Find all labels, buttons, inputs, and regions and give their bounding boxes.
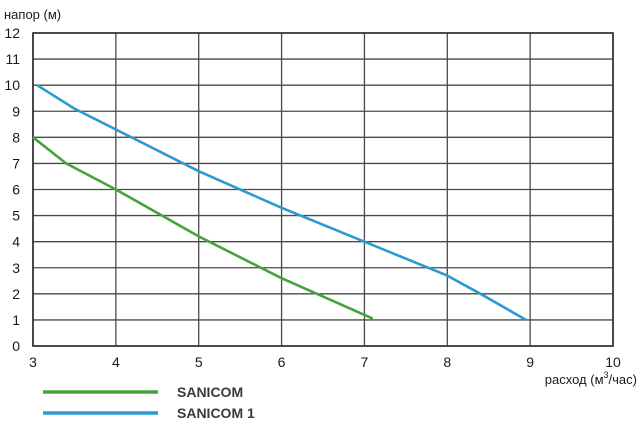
y-tick-label: 10 <box>4 77 20 93</box>
legend-label-sanicom: SANICOM <box>177 384 243 400</box>
series-line-sanicom <box>32 136 374 320</box>
x-tick-label: 4 <box>112 354 120 370</box>
series-lines <box>32 84 527 322</box>
y-tick-label: 1 <box>12 312 20 328</box>
x-axis-title-end: /час) <box>609 372 637 387</box>
y-tick-label: 3 <box>12 260 20 276</box>
y-tick-label: 6 <box>12 182 20 198</box>
series-line-sanicom-1 <box>36 84 527 322</box>
x-tick-label: 3 <box>29 354 37 370</box>
x-tick-label: 8 <box>443 354 451 370</box>
x-tick-label: 5 <box>195 354 203 370</box>
y-tick-label: 4 <box>12 234 20 250</box>
y-tick-label: 11 <box>5 51 20 67</box>
x-tick-label: 7 <box>361 354 369 370</box>
x-tick-label: 9 <box>526 354 534 370</box>
x-axis-title: расход (м3/час) <box>545 370 637 387</box>
y-tick-label: 7 <box>12 155 20 171</box>
y-tick-label: 12 <box>4 25 20 41</box>
x-tick-label: 10 <box>605 354 621 370</box>
y-tick-label: 9 <box>12 103 20 119</box>
y-axis-title: напор (м) <box>4 7 61 22</box>
y-tick-label: 8 <box>12 129 20 145</box>
legend-item-sanicom: SANICOM <box>43 384 243 400</box>
legend-label-sanicom-1: SANICOM 1 <box>177 405 255 421</box>
legend-item-sanicom-1: SANICOM 1 <box>43 405 255 421</box>
y-tick-label: 5 <box>12 208 20 224</box>
legend: SANICOM SANICOM 1 <box>43 384 255 421</box>
x-axis-title-main: расход (м <box>545 372 604 387</box>
grid <box>32 32 614 347</box>
x-axis-title-superscript: 3 <box>604 370 609 380</box>
plot-frame <box>32 32 614 347</box>
y-tick-label: 0 <box>12 338 20 354</box>
x-tick-label: 6 <box>278 354 286 370</box>
y-tick-label: 2 <box>12 286 20 302</box>
